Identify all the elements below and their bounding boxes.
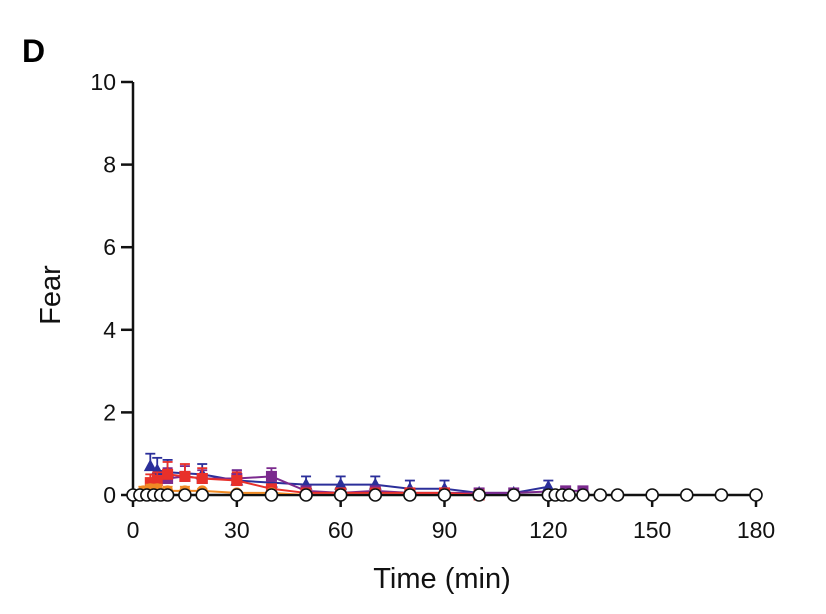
data-point [562,488,576,502]
data-point [437,488,452,502]
x-tick-label: 60 [328,517,354,543]
data-point [178,488,192,502]
data-point [299,488,313,502]
y-tick-label: 2 [103,399,116,425]
y-tick-label: 6 [103,234,116,260]
data-point [196,472,208,484]
data-point [645,488,659,502]
panel-label: D [22,33,45,69]
data-point [179,470,191,482]
data-point [368,488,383,502]
x-tick-label: 150 [633,517,671,543]
x-axis-title: Time (min) [373,563,510,595]
data-point [472,488,486,502]
x-axis: 0 30 60 90 120 150 180 [127,493,775,543]
data-point [231,475,243,487]
data-point [749,488,763,502]
x-tick-label: 90 [432,517,458,543]
plot-series [126,452,763,502]
data-point [610,488,625,502]
y-axis: 0 2 4 6 8 10 [90,69,135,508]
y-axis-title: Fear [35,265,67,325]
data-point [333,488,348,502]
y-tick-label: 4 [103,317,116,343]
y-tick-label: 0 [103,482,116,508]
x-tick-label: 180 [737,517,775,543]
x-tick-label: 0 [127,517,140,543]
series-5 [126,488,763,502]
x-tick-label: 30 [224,517,250,543]
data-point [334,477,348,490]
data-point [593,488,608,502]
data-point [264,488,279,502]
data-point [195,488,210,502]
x-tick-label: 120 [529,517,567,543]
data-point [506,488,521,502]
data-point [230,488,244,502]
data-point [162,468,174,480]
data-point [576,488,590,502]
data-point [679,488,694,502]
y-tick-label: 8 [103,152,116,178]
data-point [403,488,417,502]
data-point [541,479,555,492]
data-point [144,477,156,489]
data-point [265,470,277,482]
data-point [143,459,157,472]
data-point [151,475,163,487]
data-point [160,488,175,502]
y-tick-label: 10 [90,69,116,95]
data-point [714,488,729,502]
